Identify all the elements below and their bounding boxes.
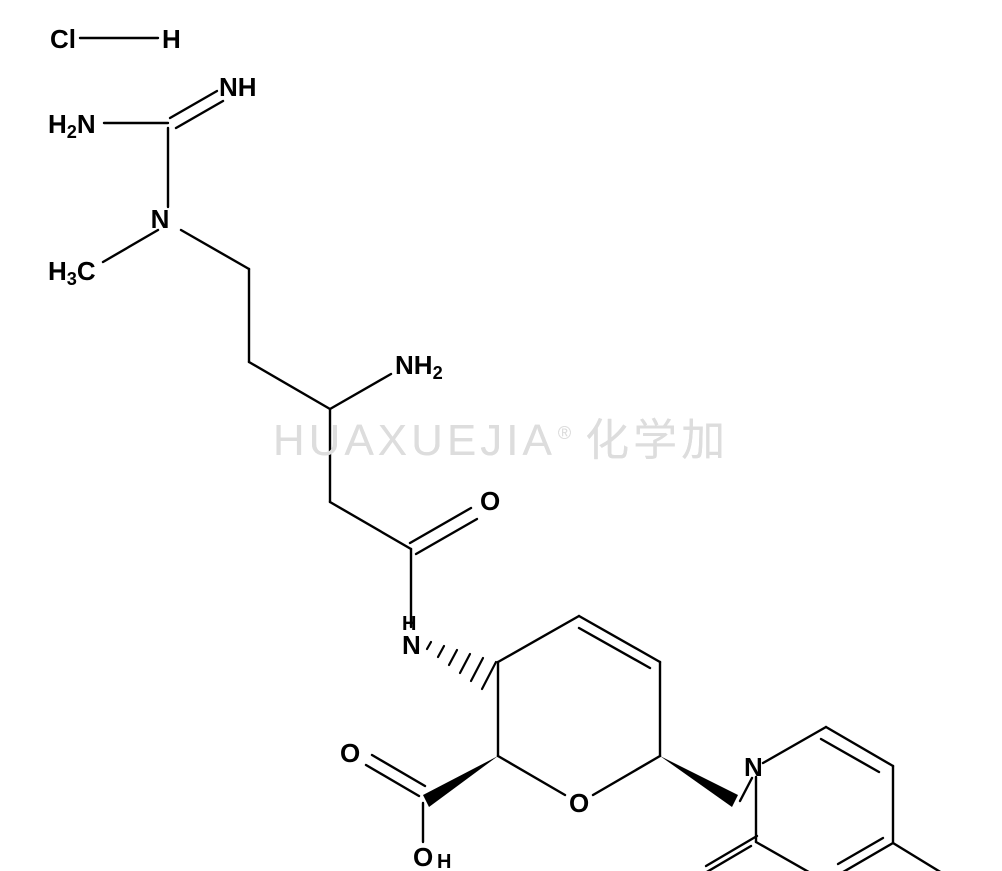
label-N1: N xyxy=(744,752,763,782)
label-NH: NH xyxy=(219,72,257,102)
label-H-coohOH: H xyxy=(437,851,451,871)
redraw-mask xyxy=(0,0,1002,871)
label-O-amide: O xyxy=(480,486,500,516)
label-Nmethyl: N xyxy=(151,204,170,234)
label-O-coohdbl: O xyxy=(340,738,360,768)
label-O-ring: O xyxy=(569,788,589,818)
label-H-amide: H xyxy=(402,613,416,635)
label-O-coohOH: O xyxy=(413,842,433,871)
label-Cl: Cl xyxy=(50,24,76,54)
label-H-hcl: H xyxy=(162,24,181,54)
chemical-structure-diagram: Cl H H2N NH N H3C NH2 O N H O O O H N N … xyxy=(0,0,1002,871)
